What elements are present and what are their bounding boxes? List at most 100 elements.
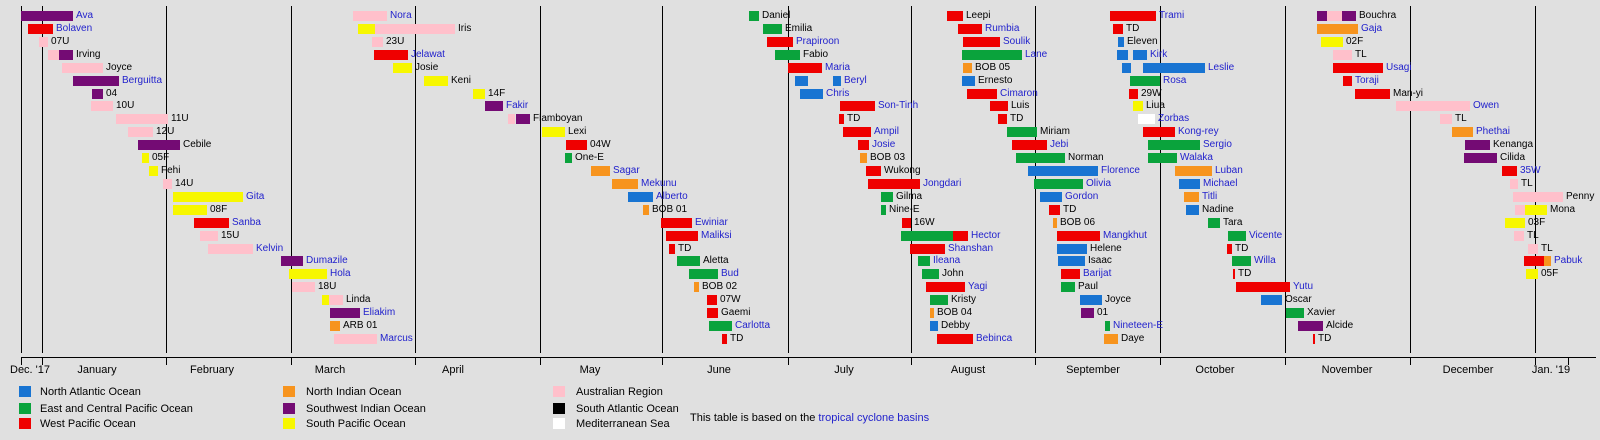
storm-label[interactable]: Titli	[1202, 190, 1218, 202]
storm-bar[interactable]	[374, 49, 408, 60]
storm-label[interactable]: Fakir	[506, 100, 529, 112]
storm-label[interactable]: Cimaron	[1000, 87, 1038, 99]
storm-bar[interactable]	[1502, 166, 1517, 177]
storm-bar[interactable]	[1012, 140, 1047, 151]
storm-bar[interactable]	[958, 23, 982, 34]
storm-label[interactable]: Nora	[390, 10, 412, 21]
storm-label[interactable]: Beryl	[844, 74, 867, 86]
storm-label[interactable]: Toraji	[1355, 74, 1379, 86]
storm-label[interactable]: Yutu	[1293, 281, 1314, 293]
storm-bar[interactable]	[910, 243, 945, 254]
storm-bar[interactable]	[962, 49, 1022, 60]
storm-bar[interactable]	[918, 256, 930, 267]
storm-label[interactable]: Mangkhut	[1103, 229, 1147, 241]
storm-bar[interactable]	[1148, 140, 1200, 151]
storm-label[interactable]: Mekunu	[641, 177, 677, 189]
storm-label[interactable]: Bolaven	[56, 22, 93, 34]
storm-bar[interactable]	[795, 75, 808, 86]
storm-label[interactable]: Maliksi	[701, 229, 732, 241]
storm-bar[interactable]	[1057, 230, 1100, 241]
storm-label[interactable]: Gordon	[1065, 190, 1099, 202]
storm-bar[interactable]	[1148, 153, 1177, 164]
storm-label[interactable]: Gaja	[1361, 22, 1383, 34]
storm-bar[interactable]	[967, 88, 997, 99]
storm-label[interactable]: Usagi	[1386, 61, 1412, 73]
storm-bar[interactable]	[767, 36, 793, 47]
storm-bar[interactable]	[709, 321, 732, 332]
storm-label[interactable]: Josie	[872, 139, 896, 151]
storm-label[interactable]: Berguitta	[122, 74, 163, 86]
storm-label[interactable]: Alberto	[656, 190, 688, 202]
storm-bar[interactable]	[1333, 62, 1383, 73]
storm-label[interactable]: Nineteen-E	[1113, 320, 1164, 332]
storm-label[interactable]: Jongdari	[923, 177, 962, 189]
storm-bar[interactable]	[1228, 230, 1246, 241]
storm-label[interactable]: Leslie	[1208, 61, 1235, 73]
storm-label[interactable]: Lane	[1025, 48, 1048, 60]
storm-bar[interactable]	[937, 334, 973, 344]
storm-label[interactable]: Carlotta	[735, 320, 771, 332]
storm-label[interactable]: Marcus	[380, 333, 413, 344]
storm-bar[interactable]	[194, 217, 229, 228]
storm-bar[interactable]	[858, 140, 869, 151]
storm-bar[interactable]	[1061, 269, 1080, 280]
storm-label[interactable]: Maria	[825, 61, 851, 73]
storm-bar[interactable]	[840, 101, 875, 112]
storm-bar[interactable]	[1040, 191, 1062, 202]
storm-bar[interactable]	[1452, 127, 1473, 138]
tropical-cyclone-basins-link[interactable]: tropical cyclone basins	[818, 412, 930, 424]
storm-label[interactable]: Jebi	[1050, 139, 1069, 151]
storm-bar[interactable]	[1130, 75, 1160, 86]
storm-label[interactable]: Jelawat	[411, 48, 445, 60]
storm-bar[interactable]	[208, 243, 253, 254]
storm-bar[interactable]	[1396, 101, 1470, 112]
storm-label[interactable]: Luban	[1215, 165, 1243, 177]
storm-bar[interactable]	[289, 269, 327, 280]
storm-bar[interactable]	[485, 101, 503, 112]
storm-bar[interactable]	[689, 269, 718, 280]
storm-label[interactable]: Sanba	[232, 216, 261, 228]
storm-bar[interactable]	[1034, 178, 1083, 189]
storm-bar[interactable]	[661, 217, 692, 228]
storm-label[interactable]: Chris	[826, 87, 850, 99]
storm-label[interactable]: Ewiniar	[695, 216, 728, 228]
storm-label[interactable]: Prapiroon	[796, 35, 840, 47]
storm-label[interactable]: Yagi	[968, 281, 988, 293]
storm-bar[interactable]	[953, 230, 968, 241]
storm-label[interactable]: Barijat	[1083, 268, 1112, 280]
storm-bar[interactable]	[1524, 256, 1544, 267]
storm-bar[interactable]	[1179, 178, 1200, 189]
storm-bar[interactable]	[1143, 62, 1205, 73]
storm-bar[interactable]	[1232, 256, 1251, 267]
storm-label[interactable]: Vicente	[1249, 229, 1283, 241]
storm-label[interactable]: Son-Tinh	[878, 100, 919, 112]
storm-label[interactable]: Sagar	[613, 165, 640, 177]
storm-label[interactable]: Dumazile	[306, 255, 348, 267]
storm-label[interactable]: Shanshan	[948, 242, 994, 254]
storm-bar[interactable]	[334, 334, 377, 344]
storm-label[interactable]: Sergio	[1203, 139, 1232, 151]
storm-bar[interactable]	[628, 191, 653, 202]
storm-bar[interactable]	[1143, 127, 1175, 138]
storm-bar[interactable]	[868, 178, 920, 189]
storm-bar[interactable]	[788, 62, 822, 73]
storm-label[interactable]: Owen	[1473, 100, 1500, 112]
storm-label[interactable]: 35W	[1520, 165, 1541, 177]
storm-label[interactable]: Florence	[1101, 165, 1140, 177]
storm-bar[interactable]	[926, 282, 965, 293]
storm-bar[interactable]	[1138, 114, 1155, 125]
storm-bar[interactable]	[21, 11, 73, 21]
storm-bar[interactable]	[1110, 11, 1156, 21]
storm-bar[interactable]	[1133, 49, 1147, 60]
storm-bar[interactable]	[591, 166, 610, 177]
storm-label[interactable]: Walaka	[1180, 152, 1213, 164]
storm-label[interactable]: Kelvin	[256, 242, 284, 254]
storm-bar[interactable]	[1028, 166, 1098, 177]
storm-label[interactable]: Gita	[246, 190, 265, 202]
storm-label[interactable]: Ileana	[933, 255, 961, 267]
storm-bar[interactable]	[1343, 75, 1352, 86]
storm-bar[interactable]	[1105, 321, 1110, 332]
storm-bar[interactable]	[330, 308, 360, 319]
storm-label[interactable]: Bud	[721, 268, 739, 280]
storm-bar[interactable]	[353, 11, 387, 21]
